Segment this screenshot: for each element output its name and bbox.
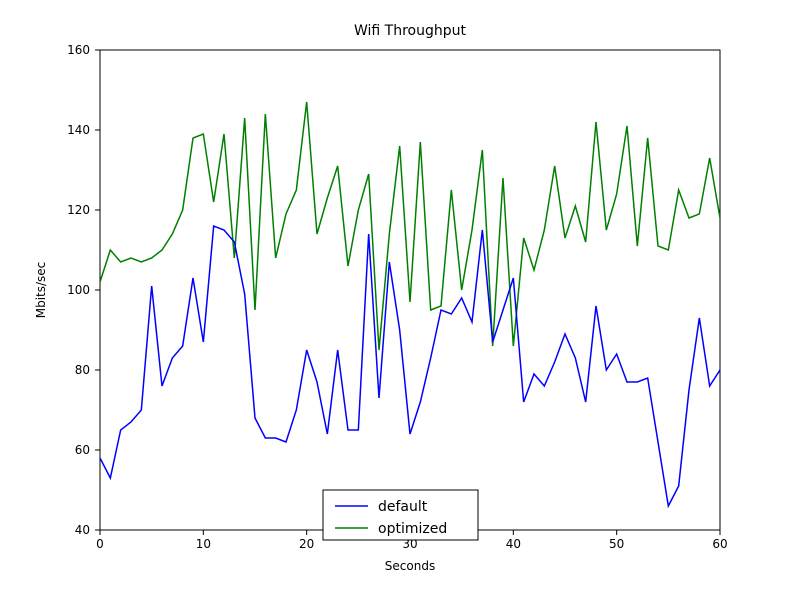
- y-tick-label: 60: [75, 443, 90, 457]
- y-tick-label: 120: [67, 203, 90, 217]
- legend-label-default: default: [378, 499, 428, 515]
- y-tick-label: 100: [67, 283, 90, 297]
- wifi-throughput-chart: 0102030405060406080100120140160Wifi Thro…: [0, 0, 800, 600]
- y-tick-label: 160: [67, 43, 90, 57]
- y-axis-label: Mbits/sec: [34, 262, 48, 319]
- chart-container: 0102030405060406080100120140160Wifi Thro…: [0, 0, 800, 600]
- y-tick-label: 140: [67, 123, 90, 137]
- x-tick-label: 10: [196, 537, 211, 551]
- y-tick-label: 40: [75, 523, 90, 537]
- x-tick-label: 60: [712, 537, 727, 551]
- x-tick-label: 0: [96, 537, 104, 551]
- x-tick-label: 40: [506, 537, 521, 551]
- chart-title: Wifi Throughput: [354, 23, 467, 39]
- x-tick-label: 50: [609, 537, 624, 551]
- legend-label-optimized: optimized: [378, 521, 447, 537]
- x-axis-label: Seconds: [385, 559, 435, 573]
- y-tick-label: 80: [75, 363, 90, 377]
- x-tick-label: 20: [299, 537, 314, 551]
